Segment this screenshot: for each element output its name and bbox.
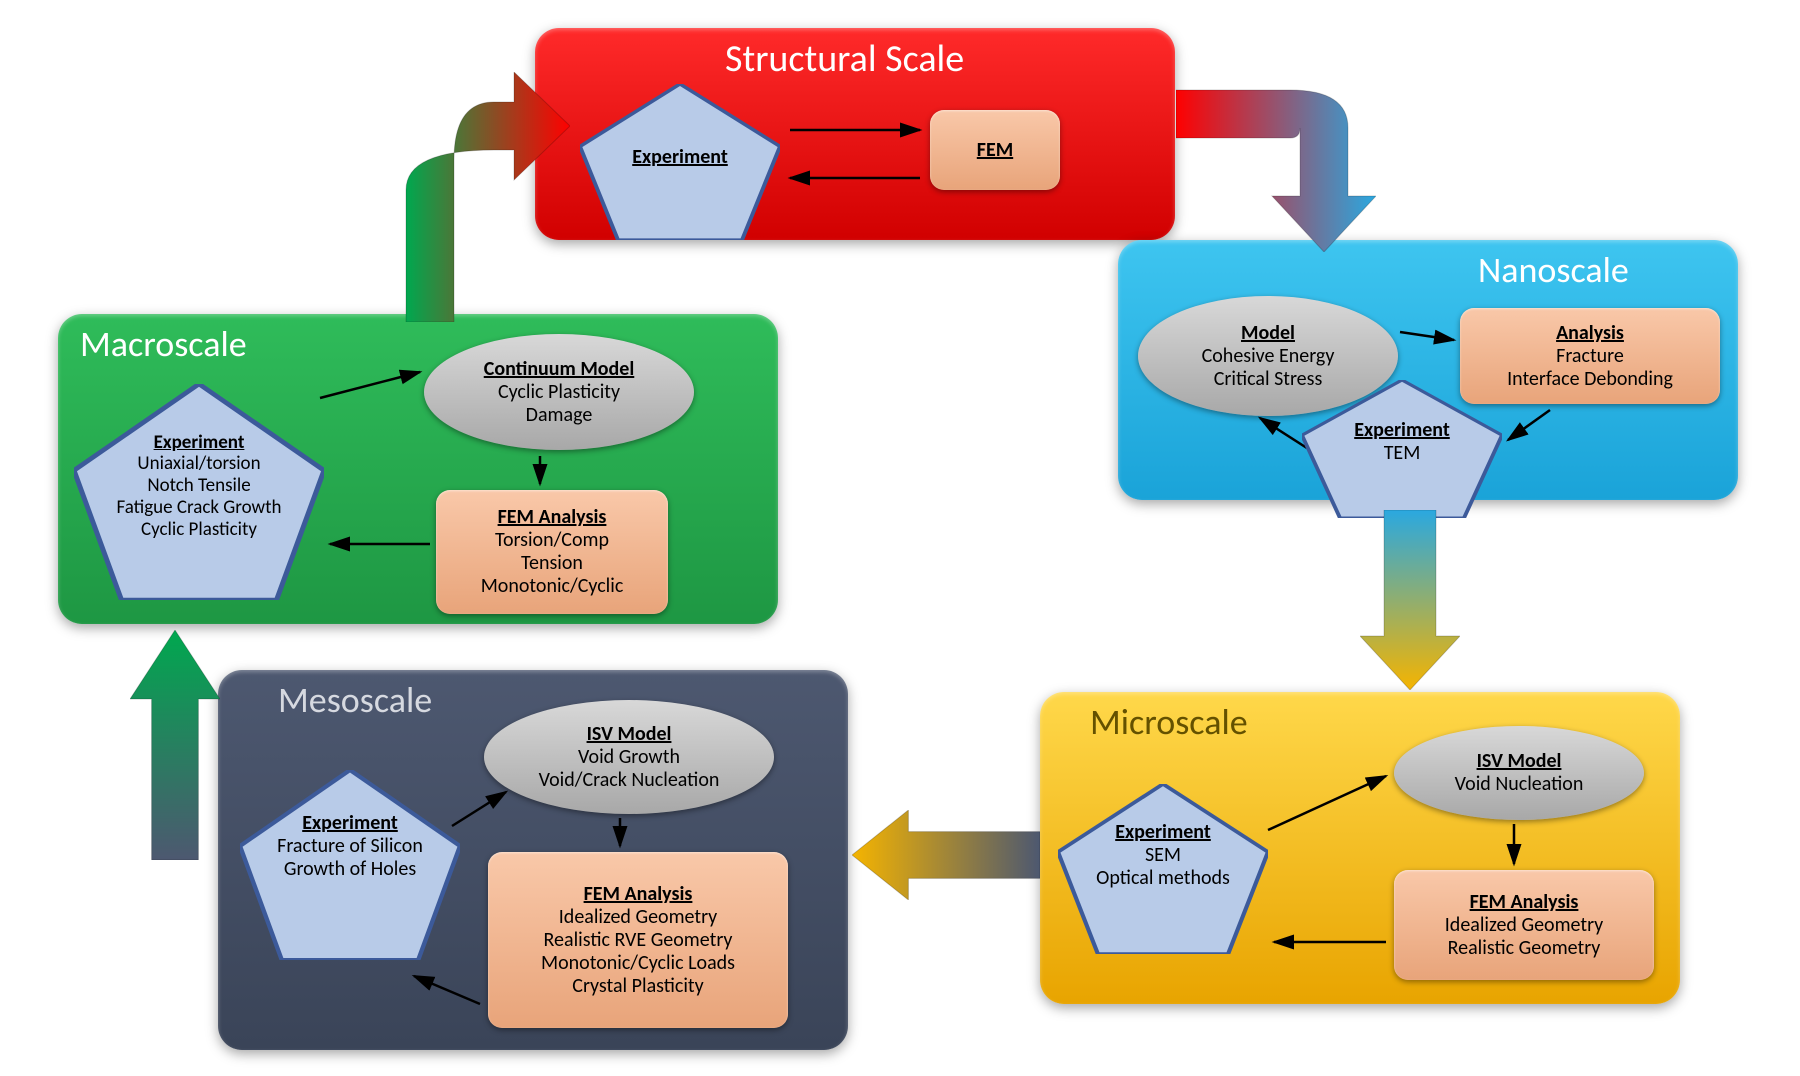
micro-rrect-title: FEM Analysis (1470, 891, 1579, 914)
meso-rrect-line: Idealized Geometry (559, 906, 717, 929)
macro-pentagon-line: Fatigue Crack Growth (74, 497, 324, 519)
meso-title: Mesoscale (278, 678, 432, 722)
micro-analysis-rrect: FEM AnalysisIdealized GeometryRealistic … (1394, 870, 1654, 980)
meso-ellipse-title: ISV Model (587, 723, 672, 746)
structural-pentagon-title: Experiment (580, 146, 780, 169)
micro-ellipse-line: Void Nucleation (1455, 773, 1584, 796)
micro-pentagon-title: Experiment (1058, 821, 1268, 844)
structural-experiment-pentagon: Experiment (580, 84, 780, 240)
macro-rrect-line: Torsion/Comp (495, 529, 609, 552)
macro-model-ellipse: Continuum ModelCyclic PlasticityDamage (424, 334, 694, 450)
nano-rrect-line: Fracture (1556, 345, 1624, 368)
structural-title: Structural Scale (725, 36, 964, 82)
structural-rrect-title: FEM (977, 139, 1013, 162)
meso-rrect-line: Crystal Plasticity (572, 975, 703, 998)
nano-ellipse-title: Model (1241, 322, 1295, 345)
macro-rrect-title: FEM Analysis (498, 506, 607, 529)
micro-title: Microscale (1090, 700, 1248, 744)
big-arrow-nano-to-micro (1360, 510, 1460, 690)
macro-pentagon-line: Notch Tensile (74, 475, 324, 497)
macro-pentagon-line: Uniaxial/torsion (74, 453, 324, 475)
nano-pentagon-line: TEM (1302, 442, 1502, 465)
nano-title: Nanoscale (1478, 248, 1629, 292)
meso-rrect-line: Realistic RVE Geometry (544, 929, 733, 952)
macro-ellipse-title: Continuum Model (484, 358, 635, 381)
meso-pentagon-line: Growth of Holes (240, 858, 460, 881)
meso-model-ellipse: ISV ModelVoid GrowthVoid/Crack Nucleatio… (484, 700, 774, 814)
meso-ellipse-line: Void/Crack Nucleation (539, 769, 720, 792)
meso-pentagon-line: Fracture of Silicon (240, 835, 460, 858)
meso-analysis-rrect: FEM AnalysisIdealized GeometryRealistic … (488, 852, 788, 1028)
micro-model-ellipse: ISV ModelVoid Nucleation (1394, 726, 1644, 820)
macro-rrect-line: Tension (521, 552, 583, 575)
meso-ellipse-line: Void Growth (578, 746, 680, 769)
nano-ellipse-line: Cohesive Energy (1202, 345, 1335, 368)
macro-analysis-rrect: FEM AnalysisTorsion/CompTensionMonotonic… (436, 490, 668, 614)
meso-rrect-line: Monotonic/Cyclic Loads (541, 952, 735, 975)
nano-experiment-pentagon: ExperimentTEM (1302, 380, 1502, 518)
meso-experiment-pentagon: ExperimentFracture of SiliconGrowth of H… (240, 770, 460, 960)
micro-ellipse-title: ISV Model (1477, 750, 1562, 773)
big-arrow-macro-to-structural (370, 72, 570, 322)
micro-rrect-line: Idealized Geometry (1445, 914, 1603, 937)
meso-rrect-title: FEM Analysis (584, 883, 693, 906)
macro-rrect-line: Monotonic/Cyclic (481, 575, 624, 598)
micro-rrect-line: Realistic Geometry (1448, 937, 1601, 960)
micro-pentagon-line: SEM (1058, 844, 1268, 867)
macro-title: Macroscale (80, 322, 247, 366)
nano-pentagon-title: Experiment (1302, 419, 1502, 442)
macro-pentagon-line: Cyclic Plasticity (74, 519, 324, 541)
big-arrow-meso-to-macro (130, 630, 220, 860)
nano-rrect-line: Interface Debonding (1507, 368, 1673, 391)
nano-rrect-title: Analysis (1556, 322, 1624, 345)
meso-pentagon-title: Experiment (240, 812, 460, 835)
macro-ellipse-line: Damage (526, 404, 593, 427)
big-arrow-structural-to-nano (1176, 72, 1376, 252)
structural-analysis-rrect: FEM (930, 110, 1060, 190)
macro-experiment-pentagon: ExperimentUniaxial/torsionNotch TensileF… (74, 384, 324, 600)
big-arrow-micro-to-meso (852, 810, 1040, 900)
macro-pentagon-title: Experiment (74, 432, 324, 454)
macro-ellipse-line: Cyclic Plasticity (498, 381, 620, 404)
micro-pentagon-line: Optical methods (1058, 867, 1268, 890)
micro-experiment-pentagon: ExperimentSEMOptical methods (1058, 784, 1268, 954)
